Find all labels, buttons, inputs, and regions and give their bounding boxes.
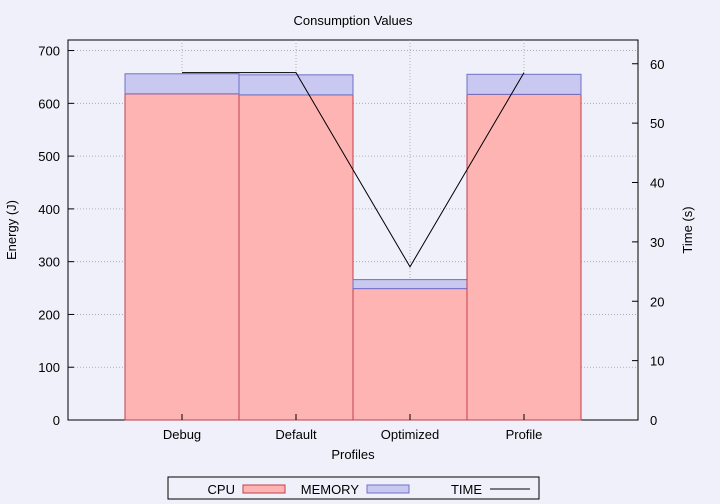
- legend-label-cpu: CPU: [208, 482, 235, 497]
- y2-tick-label: 30: [650, 235, 664, 250]
- bar-memory: [466, 73, 582, 95]
- x-tick-label: Profile: [506, 427, 543, 442]
- x-tick-label: Default: [275, 427, 317, 442]
- bar-memory: [238, 74, 354, 96]
- y2-tick-label: 10: [650, 354, 664, 369]
- bar-memory: [124, 73, 240, 95]
- y-tick-label: 700: [38, 44, 60, 59]
- legend-swatch-memory: [366, 484, 410, 494]
- x-axis-label: Profiles: [331, 447, 375, 462]
- time-series-line: [182, 72, 525, 268]
- axes: 0 100 200 300 400 500 600 700 0 10 20 30 40 50 60 Debug…: [38, 44, 664, 442]
- bar-cpu: [124, 93, 240, 421]
- legend-label-time: TIME: [451, 482, 482, 497]
- y-tick-label: 200: [38, 307, 60, 322]
- y2-tick-label: 40: [650, 176, 664, 191]
- x-tick-label: Optimized: [381, 427, 440, 442]
- y-tick-label: 400: [38, 202, 60, 217]
- y-axis-label: Energy (J): [4, 200, 19, 260]
- time-line: [182, 72, 525, 268]
- y-tick-label: 0: [53, 413, 60, 428]
- bar-cpu: [466, 93, 582, 421]
- y-tick-label: 300: [38, 255, 60, 270]
- x-tick-label: Debug: [163, 427, 201, 442]
- y-tick-label: 100: [38, 360, 60, 375]
- y2-tick-label: 0: [650, 413, 657, 428]
- legend-swatch-cpu: [242, 484, 286, 494]
- chart-title: Consumption Values: [294, 13, 413, 28]
- legend-label-memory: MEMORY: [301, 482, 360, 497]
- y2-tick-label: 20: [650, 294, 664, 309]
- bar-memory: [352, 279, 468, 290]
- bar-cpu: [238, 94, 354, 421]
- bar-cpu: [352, 288, 468, 421]
- y2-tick-label: 50: [650, 116, 664, 131]
- y-tick-label: 600: [38, 96, 60, 111]
- y2-tick-label: 60: [650, 57, 664, 72]
- y2-axis-label: Time (s): [680, 206, 695, 253]
- legend: CPU MEMORY TIME: [167, 476, 540, 500]
- bars: [124, 73, 582, 421]
- y-tick-label: 500: [38, 149, 60, 164]
